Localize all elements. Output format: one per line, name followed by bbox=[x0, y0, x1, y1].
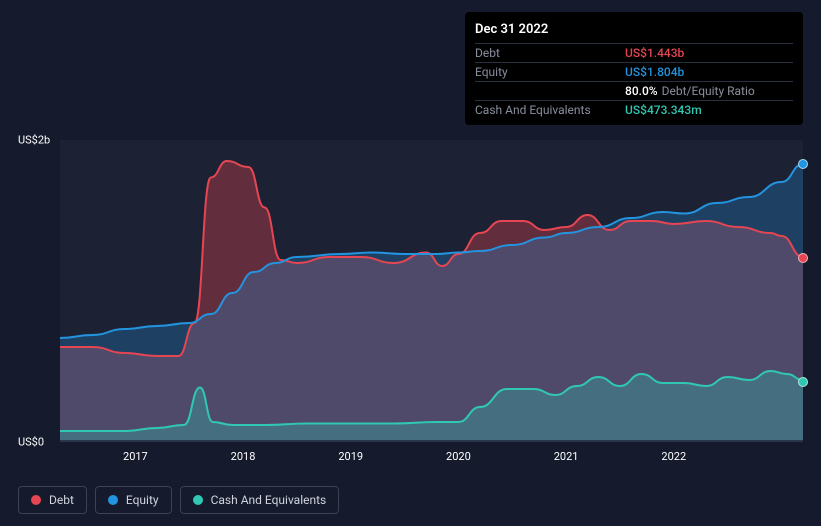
legend-dot-icon bbox=[108, 495, 118, 505]
tooltip-row-label: Debt bbox=[475, 46, 625, 60]
x-axis-label: 2020 bbox=[446, 450, 471, 463]
end-marker-icon bbox=[798, 377, 808, 387]
y-axis-label: US$2b bbox=[18, 134, 50, 147]
tooltip-row: Cash And EquivalentsUS$473.343m bbox=[475, 100, 793, 119]
tooltip-row-value: US$1.443b bbox=[625, 46, 684, 60]
tooltip-row: 80.0% Debt/Equity Ratio bbox=[475, 81, 793, 100]
legend-item-equity[interactable]: Equity bbox=[95, 486, 172, 514]
legend-dot-icon bbox=[193, 495, 203, 505]
x-axis-label: 2022 bbox=[661, 450, 686, 463]
x-axis-label: 2018 bbox=[231, 450, 256, 463]
legend-dot-icon bbox=[31, 495, 41, 505]
legend-label: Equity bbox=[126, 493, 159, 507]
tooltip-row-label: Cash And Equivalents bbox=[475, 103, 625, 117]
tooltip-row-value: 80.0% bbox=[625, 84, 658, 98]
tooltip-row: EquityUS$1.804b bbox=[475, 62, 793, 81]
legend-label: Debt bbox=[49, 493, 74, 507]
legend-label: Cash And Equivalents bbox=[211, 493, 327, 507]
tooltip-row-label bbox=[475, 84, 625, 98]
chart-container: US$0 US$2b 2017 2018 2019 2020 2021 2022 bbox=[18, 128, 803, 472]
y-axis-label: US$0 bbox=[18, 436, 44, 449]
tooltip-row-label: Equity bbox=[475, 65, 625, 79]
tooltip-row-value: US$473.343m bbox=[625, 103, 702, 117]
end-marker-icon bbox=[798, 253, 808, 263]
tooltip-row-suffix: Debt/Equity Ratio bbox=[662, 84, 755, 98]
legend-item-cash-and-equivalents[interactable]: Cash And Equivalents bbox=[180, 486, 340, 514]
legend: Debt Equity Cash And Equivalents bbox=[18, 486, 339, 514]
legend-item-debt[interactable]: Debt bbox=[18, 486, 87, 514]
tooltip-row: DebtUS$1.443b bbox=[475, 43, 793, 62]
x-axis-label: 2019 bbox=[338, 450, 363, 463]
end-marker-icon bbox=[798, 159, 808, 169]
x-axis-label: 2021 bbox=[554, 450, 579, 463]
chart-plot-area[interactable] bbox=[60, 140, 803, 442]
tooltip-date: Dec 31 2022 bbox=[475, 18, 793, 43]
tooltip-row-value: US$1.804b bbox=[625, 65, 684, 79]
hover-tooltip: Dec 31 2022 DebtUS$1.443bEquityUS$1.804b… bbox=[465, 12, 803, 125]
x-axis-label: 2017 bbox=[123, 450, 148, 463]
